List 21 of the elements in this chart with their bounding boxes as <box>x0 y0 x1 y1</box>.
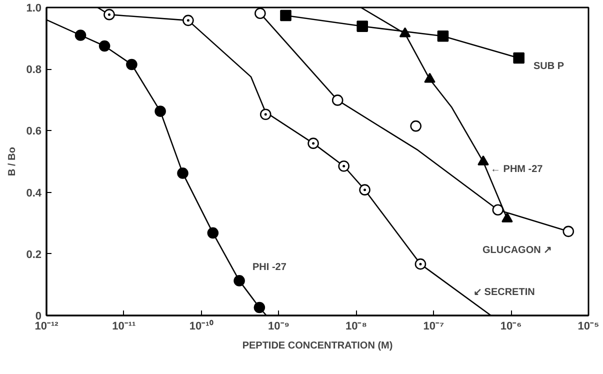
x-tick-label: 10⁻¹⁰ <box>189 320 214 332</box>
x-tick-label: 10⁻¹² <box>34 320 59 332</box>
annotation: PHI -27 <box>252 262 287 273</box>
x-tick-label: 10⁻⁸ <box>345 320 367 332</box>
annotation: ← PHM -27 <box>490 164 544 175</box>
x-tick-label: 10⁻⁹ <box>268 320 290 332</box>
y-tick-label: 0 <box>35 310 42 322</box>
y-tick-label: 1.0 <box>26 2 42 14</box>
x-tick-label: 10⁻⁵ <box>578 320 600 332</box>
y-tick-label: 0.2 <box>26 248 42 261</box>
annotation: ↙ SECRETIN <box>474 287 535 298</box>
annotation: SUB P <box>534 61 564 72</box>
x-tick-label: 10⁻⁷ <box>423 320 444 332</box>
y-axis-title: B / Bo <box>7 147 18 176</box>
x-tick-label: 10⁻¹¹ <box>112 320 136 332</box>
x-tick-label: 10⁻⁶ <box>500 320 522 332</box>
y-tick-label: 0.4 <box>26 187 42 200</box>
annotation: GLUCAGON ↗ <box>482 245 552 256</box>
y-tick-label: 0.6 <box>26 126 42 138</box>
x-axis-title: PEPTIDE CONCENTRATION (M) <box>242 340 393 352</box>
y-tick-label: 0.8 <box>26 64 42 76</box>
